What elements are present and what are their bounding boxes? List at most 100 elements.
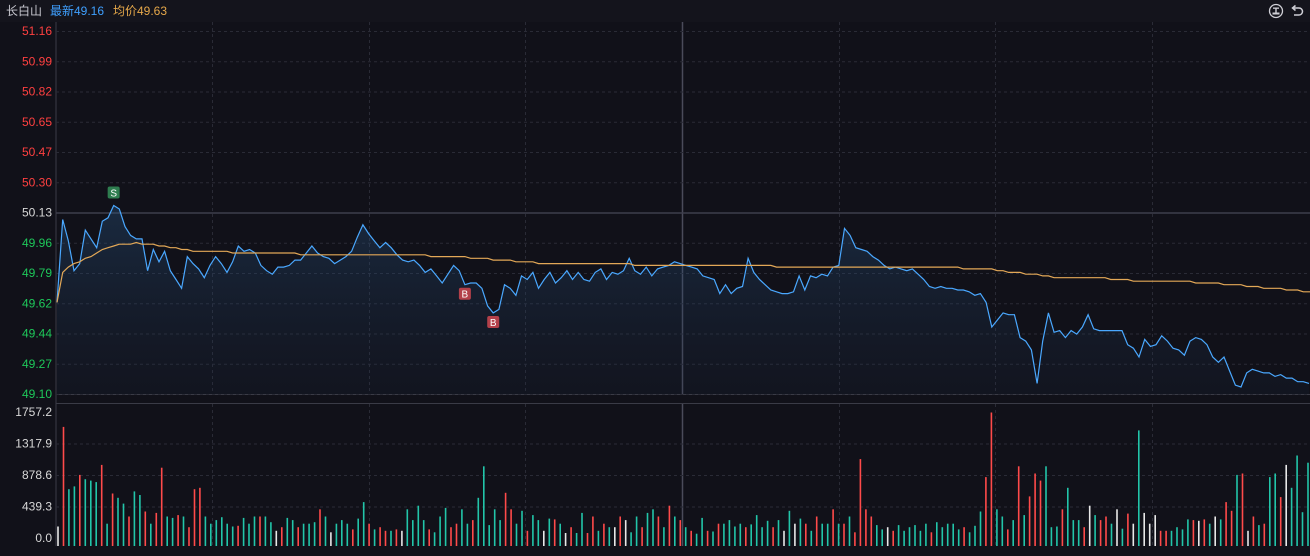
volume-bar <box>493 509 496 546</box>
volume-bar <box>641 527 643 546</box>
price-tick-label: 49.27 <box>22 357 52 371</box>
volume-bar <box>783 530 785 546</box>
volume-panel <box>57 412 1309 546</box>
volume-bar <box>1132 523 1135 546</box>
volume-bar <box>1094 515 1096 546</box>
volume-bar <box>352 529 354 546</box>
volume-bar <box>1170 530 1173 546</box>
volume-bar <box>182 516 185 546</box>
volume-bar <box>171 517 174 546</box>
volume-bar <box>581 512 583 546</box>
volume-bar <box>586 533 589 546</box>
volume-bar <box>270 522 272 546</box>
volume-bar <box>139 495 141 546</box>
volume-bar <box>73 486 76 546</box>
volume-bar <box>886 527 889 546</box>
volume-bar <box>1203 519 1206 546</box>
volume-bar <box>1028 496 1031 546</box>
volume-bar <box>1099 520 1102 546</box>
volume-bar <box>810 530 813 546</box>
volume-bar <box>690 530 692 546</box>
chart-header: 长白山 最新49.16 均价49.63 <box>0 0 1310 22</box>
volume-bar <box>881 529 883 546</box>
price-tick-label: 50.65 <box>22 115 52 129</box>
volume-bar <box>848 516 851 546</box>
volume-bar <box>728 520 731 546</box>
volume-bar <box>199 487 201 546</box>
volume-bar <box>90 480 92 546</box>
volume-bar <box>57 526 59 546</box>
volume-tick-label: 1317.9 <box>15 437 52 451</box>
volume-bar <box>755 515 758 546</box>
volume-bar <box>974 525 976 546</box>
volume-bar <box>210 523 212 546</box>
volume-bar <box>772 527 774 546</box>
volume-bar <box>1192 520 1195 546</box>
volume-bar <box>62 426 65 546</box>
volume-bar <box>603 523 605 546</box>
volume-bar <box>193 489 196 546</box>
volume-bar <box>346 523 349 546</box>
volume-bar <box>384 530 387 546</box>
volume-bar <box>111 493 114 546</box>
volume-bar <box>504 492 507 546</box>
volume-tick-label: 1757.2 <box>15 405 52 419</box>
volume-bar <box>1127 513 1129 546</box>
volume-bar <box>477 497 480 546</box>
volume-bar <box>122 503 125 546</box>
price-area-fill <box>57 205 1309 394</box>
price-tick-label: 50.47 <box>22 145 52 159</box>
volume-bar <box>1214 516 1216 546</box>
volume-bar <box>1230 510 1233 546</box>
volume-bar <box>417 505 420 546</box>
volume-bar <box>84 479 87 546</box>
volume-bar <box>177 515 179 546</box>
volume-bar <box>242 517 245 546</box>
undo-icon[interactable] <box>1289 3 1305 19</box>
volume-bar <box>619 516 621 546</box>
volume-bar <box>439 516 441 546</box>
price-tick-label: 49.10 <box>22 387 52 401</box>
volume-bar <box>275 530 278 546</box>
volume-bar <box>259 516 261 546</box>
volume-bar <box>706 530 709 546</box>
volume-bar <box>990 412 993 546</box>
stamp-icon[interactable] <box>1268 3 1284 19</box>
volume-bar <box>963 527 965 546</box>
volume-bar <box>488 525 490 546</box>
volume-bar <box>843 523 845 546</box>
volume-bar <box>766 520 769 546</box>
volume-bar <box>570 527 572 546</box>
volume-bar <box>952 523 954 546</box>
buy-marker: B <box>458 287 471 301</box>
volume-bar <box>379 527 381 546</box>
volume-bar <box>215 520 218 546</box>
volume-bar <box>1154 515 1156 546</box>
volume-bar <box>946 523 949 546</box>
volume-bar <box>614 527 616 546</box>
price-tick-label: 51.16 <box>22 24 52 38</box>
volume-bar <box>1034 473 1036 546</box>
volume-bar <box>79 474 81 546</box>
volume-bar <box>297 527 299 546</box>
volume-bar <box>821 523 823 546</box>
volume-bar <box>646 512 649 546</box>
price-tick-label: 49.44 <box>22 327 52 341</box>
volume-tick-label: 439.3 <box>22 500 52 514</box>
volume-bar <box>925 523 927 546</box>
volume-bar <box>1219 519 1222 546</box>
volume-bar <box>723 523 725 546</box>
volume-bar <box>1165 530 1167 546</box>
volume-bar <box>100 464 103 546</box>
volume-bar <box>1067 487 1069 546</box>
volume-bar <box>1039 480 1042 546</box>
volume-bar <box>1274 473 1276 546</box>
volume-bar <box>548 518 551 546</box>
volume-bar <box>106 523 108 546</box>
volume-bar <box>144 511 147 546</box>
marker-label: B <box>490 318 497 329</box>
volume-bar <box>128 516 130 546</box>
volume-bar <box>903 530 905 546</box>
buy-marker: B <box>487 315 500 329</box>
